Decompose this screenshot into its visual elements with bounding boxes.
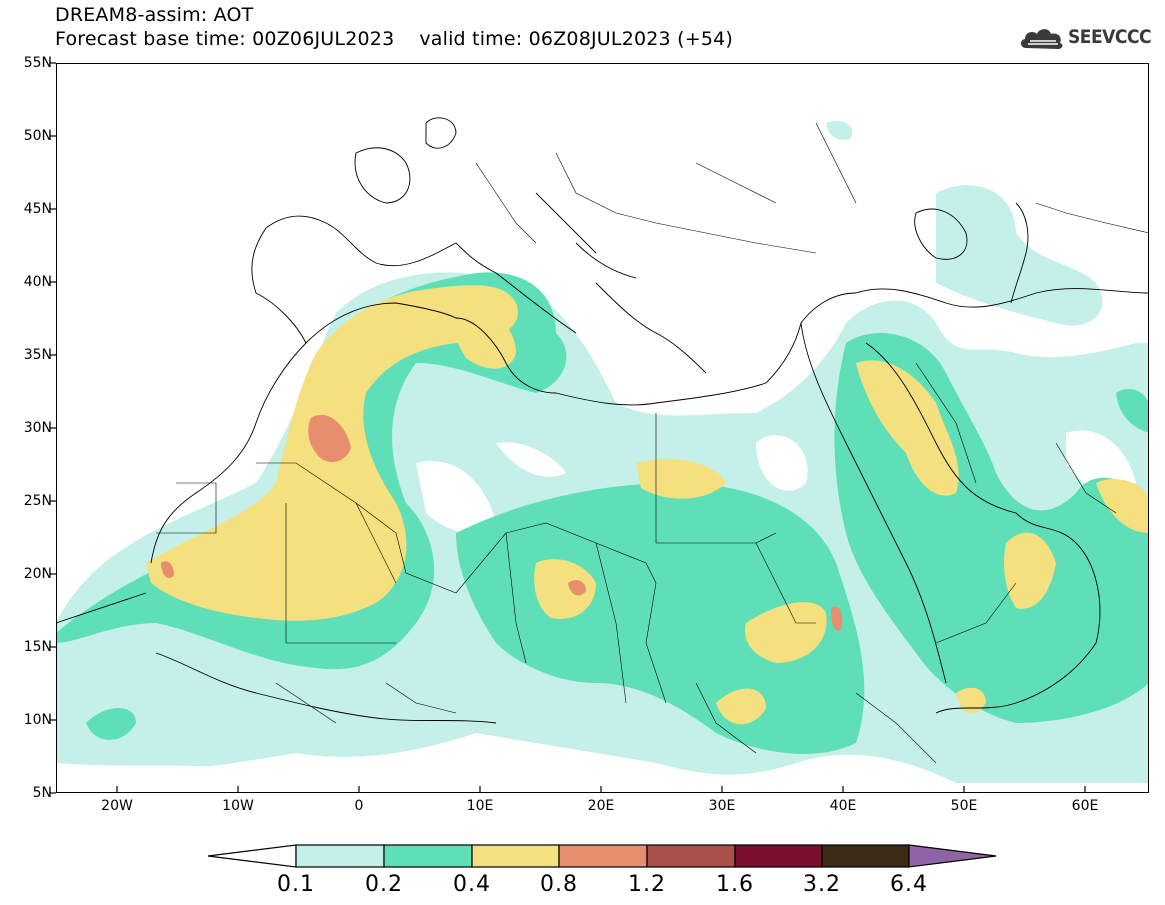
y-tick-label: 55N	[23, 55, 52, 71]
x-tick-label: 20W	[101, 798, 133, 814]
colorbar-label: 0.8	[540, 872, 578, 897]
aot-contour-clear	[56, 430, 1136, 793]
colorbar-segment	[383, 844, 473, 868]
x-tick-label: 60E	[1071, 798, 1099, 814]
colorbar-label: 6.4	[890, 872, 928, 897]
colorbar-label: 0.2	[365, 872, 403, 897]
cloud-logo-icon	[1020, 29, 1063, 49]
colorbar-segment	[734, 844, 823, 868]
y-tick-label: 45N	[23, 201, 52, 217]
colorbar-segment-above	[908, 844, 997, 868]
colorbar-label: 1.2	[628, 872, 666, 897]
x-tick-label: 10W	[222, 798, 254, 814]
x-tick-label: 30E	[708, 798, 736, 814]
x-tick-label: 0	[354, 798, 364, 814]
colorbar-segment	[821, 844, 910, 868]
coastlines	[56, 117, 1149, 724]
colorbar-segment	[558, 844, 648, 868]
colorbar-label: 3.2	[803, 872, 841, 897]
x-tick-label: 10E	[466, 798, 494, 814]
colorbar-segment	[471, 844, 560, 868]
colorbar-label: 0.4	[453, 872, 491, 897]
logo-text: SEEVCCC	[1068, 26, 1152, 48]
y-tick-label: 10N	[23, 712, 52, 728]
x-tick-label: 50E	[950, 798, 978, 814]
x-tick-label: 40E	[829, 798, 857, 814]
aot-contour-0.8	[161, 414, 843, 631]
y-tick-label: 50N	[23, 128, 52, 144]
y-tick-label: 15N	[23, 639, 52, 655]
x-tick-label: 20E	[587, 798, 615, 814]
aot-map	[56, 63, 1149, 793]
colorbar-label: 1.6	[716, 872, 754, 897]
y-tick-label: 40N	[23, 274, 52, 290]
y-tick-label: 25N	[23, 493, 52, 509]
y-tick-label: 20N	[23, 566, 52, 582]
y-tick-label: 30N	[23, 420, 52, 436]
colorbar-label: 0.1	[277, 872, 315, 897]
country-borders	[156, 122, 1149, 764]
y-tick-label: 5N	[32, 785, 52, 801]
colorbar-segment	[646, 844, 736, 868]
colorbar-segment	[295, 844, 385, 868]
aot-field	[56, 117, 1149, 793]
seevccc-logo: SEEVCCC	[1018, 22, 1158, 58]
map-title: DREAM8-assim: AOT	[55, 4, 254, 26]
forecast-times: Forecast base time: 00Z06JUL2023 valid t…	[55, 28, 734, 50]
y-tick-label: 35N	[23, 347, 52, 363]
colorbar-segment-below	[207, 844, 297, 868]
